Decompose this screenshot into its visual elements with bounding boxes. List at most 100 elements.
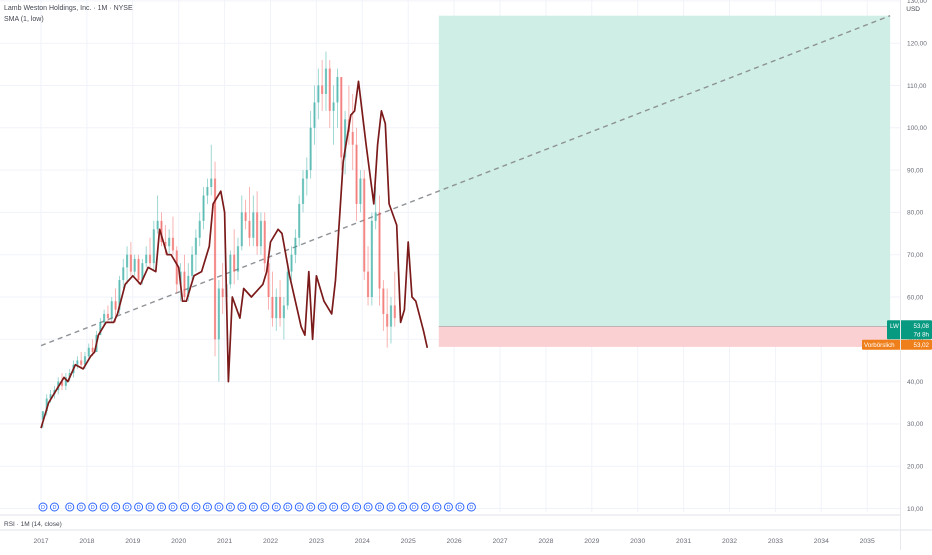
candle-body: [183, 271, 186, 297]
dividend-glyph: D: [217, 505, 221, 511]
candle-body: [206, 187, 209, 196]
dividend-marker: D: [283, 502, 293, 512]
dividend-circle: [329, 502, 339, 512]
y-tick-label: 90,00: [907, 167, 924, 174]
dividend-marker: D: [444, 502, 453, 512]
dividend-marker: D: [271, 502, 281, 512]
dividend-circle: [157, 502, 167, 512]
x-tick-label: 2028: [538, 538, 553, 545]
dividend-marker: D: [248, 502, 258, 512]
pre-market-label: Vorbörslich: [864, 342, 895, 349]
dividend-marker: D: [329, 502, 339, 512]
loss-zone: [438, 326, 891, 347]
dividend-circle: [363, 502, 373, 512]
dividend-marker: D: [145, 502, 155, 512]
candle-body: [301, 178, 305, 204]
candle-body: [160, 220, 163, 243]
dividend-glyph: D: [274, 505, 278, 511]
price-axis-separator: [900, 0, 901, 550]
x-tick-label: 2023: [309, 538, 324, 545]
dividend-marker: D: [99, 502, 109, 512]
dividend-marker: D: [421, 502, 430, 512]
x-tick-label: 2021: [217, 538, 232, 545]
dividend-circle: [455, 502, 465, 512]
dividend-glyph: D: [366, 505, 370, 511]
candle-body: [263, 220, 266, 264]
y-tick-label: 70,00: [907, 252, 924, 259]
dividend-circle: [409, 502, 419, 512]
last-price-value: 53,08: [914, 323, 930, 330]
y-tick-label: 80,00: [907, 210, 924, 217]
dividend-circle: [271, 502, 281, 512]
indicator-legend[interactable]: SMA (1, low): [4, 16, 44, 23]
dividend-marker: D: [50, 502, 59, 512]
candle-body: [366, 271, 370, 297]
candle-body: [233, 254, 236, 272]
currency-label: USD: [906, 6, 920, 13]
dividend-glyph: D: [194, 505, 198, 511]
dividend-circle: [76, 502, 86, 512]
y-tick-label: 10,00: [907, 506, 924, 513]
x-tick-label: 2029: [584, 538, 599, 545]
y-tick-label: 110,00: [907, 83, 927, 90]
last-price-tag-bg: [887, 320, 932, 340]
candle-body: [271, 297, 274, 319]
dividend-marker: D: [260, 502, 270, 512]
dividend-marker: D: [352, 502, 362, 512]
dividend-glyph: D: [286, 505, 290, 511]
dividend-circle: [180, 502, 189, 512]
dividend-marker: D: [386, 502, 396, 512]
dividend-marker: D: [375, 502, 385, 512]
candle-body: [324, 68, 328, 94]
x-tick-label: 2019: [125, 538, 140, 545]
candle-body: [240, 212, 243, 247]
dividend-glyph: D: [424, 505, 428, 511]
x-tick-label: 2017: [33, 538, 48, 545]
dividend-glyph: D: [401, 505, 405, 511]
dividend-marker: D: [409, 502, 419, 512]
candle-body: [252, 212, 255, 238]
candle-body: [332, 102, 335, 111]
candle-body: [343, 119, 347, 158]
dividend-circle: [38, 502, 48, 512]
dividend-marker: D: [88, 502, 98, 512]
trend-line: [40, 15, 891, 347]
candle-body: [267, 263, 270, 297]
dividend-circle: [466, 502, 476, 512]
candle-body: [202, 195, 205, 221]
candle-body: [229, 254, 232, 285]
dividend-glyph: D: [446, 505, 450, 511]
candle-body: [83, 356, 87, 365]
candle-body: [236, 246, 240, 272]
dividend-circle: [352, 502, 362, 512]
dividend-glyph: D: [41, 505, 45, 511]
y-tick-label: 130,00: [907, 0, 927, 5]
x-tick-label: 2030: [630, 538, 645, 545]
dividend-glyph: D: [102, 505, 106, 511]
dividend-circle: [386, 502, 396, 512]
candle-body: [382, 288, 385, 314]
dividend-glyph: D: [251, 505, 255, 511]
candle-body: [164, 242, 167, 247]
candle-body: [122, 267, 125, 281]
candle-body: [148, 254, 152, 264]
dividend-glyph: D: [205, 505, 209, 511]
dividend-glyph: D: [171, 505, 175, 511]
candle-body: [133, 258, 136, 272]
dividend-circle: [145, 502, 155, 512]
candle-body: [110, 301, 113, 319]
rsi-legend[interactable]: RSI · 1M (14, close): [4, 521, 62, 528]
dividend-glyph: D: [332, 505, 336, 511]
dividend-circle: [191, 502, 201, 512]
dividend-marker: D: [122, 502, 132, 512]
dividend-circle: [88, 502, 98, 512]
candle-body: [244, 212, 247, 221]
dividend-marker: D: [38, 502, 48, 512]
dividend-glyph: D: [355, 505, 359, 511]
candle-body: [359, 178, 362, 204]
candle-body: [87, 347, 90, 357]
y-tick-label: 120,00: [907, 41, 927, 48]
candle-body: [152, 229, 155, 264]
